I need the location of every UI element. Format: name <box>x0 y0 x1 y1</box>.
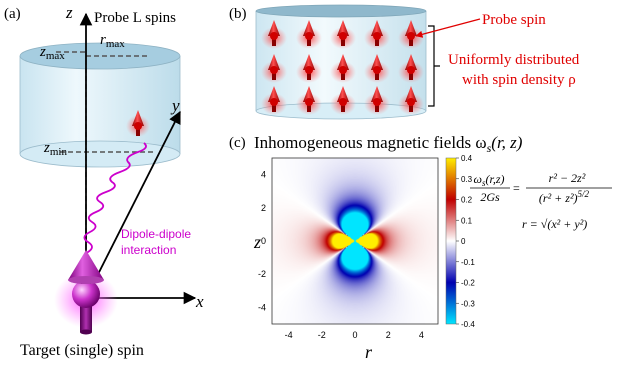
probe-spin <box>330 20 356 49</box>
colorbar-tick-label: -0.4 <box>461 320 475 329</box>
dipole-interaction-wave <box>83 142 147 263</box>
probe-spin-a <box>126 110 150 137</box>
panel-c-title: Inhomogeneous magnetic fields ωs(r, z) <box>254 133 523 155</box>
interaction-label-1: Dipole-dipole <box>121 227 191 241</box>
panel-b: (b) Probe spin Uniformly distributed wit… <box>229 4 580 120</box>
probe-spin <box>261 54 287 83</box>
panel-b-label: (b) <box>229 6 247 22</box>
interaction-label-2: interaction <box>121 243 176 257</box>
y-ticks: 4 2 0 -2 -4 <box>258 170 266 313</box>
colorbar-tick-label: 0.1 <box>461 216 473 225</box>
probe-spin-grid <box>261 20 424 115</box>
formula-lhs-den: 2Gs <box>480 190 500 204</box>
y-axis-label: y <box>170 96 180 115</box>
probe-spin <box>364 20 390 49</box>
y-axis <box>85 110 181 299</box>
formula-lhs-num: ωs(r,z) <box>473 172 504 188</box>
z-max-label: zmax <box>39 44 65 62</box>
colorbar-tick-label: -0.1 <box>461 258 475 267</box>
y-tick-label: 4 <box>261 170 266 180</box>
z-axis-label: z <box>65 3 73 22</box>
target-caption: Target (single) spin <box>20 342 144 359</box>
probe-spin <box>261 20 287 49</box>
probe-title: Probe L spins <box>94 10 176 26</box>
colorbar-ticks: 0.4 0.3 0.2 0.1 0 -0.1 -0.2 -0.3 -0.4 <box>456 154 475 329</box>
z-axis-label-c: z <box>253 232 261 252</box>
probe-spin <box>398 86 424 115</box>
r-definition: r = √(x² + y²) <box>522 217 587 231</box>
x-axis-label: x <box>195 292 204 311</box>
x-tick-label: 0 <box>352 330 357 340</box>
probe-spin-label: Probe spin <box>482 12 546 28</box>
x-tick-label: 2 <box>386 330 391 340</box>
target-spin <box>54 250 118 335</box>
colorbar-tick-label: 0.4 <box>461 154 473 163</box>
probe-spin <box>261 86 287 115</box>
probe-spin <box>296 54 322 83</box>
probe-cylinder <box>19 42 181 168</box>
r-axis-label: r <box>365 342 373 362</box>
probe-spin <box>364 54 390 83</box>
probe-spin <box>330 86 356 115</box>
formula-rhs-den: (r² + z²)5/2 <box>539 189 590 205</box>
probe-spin <box>296 20 322 49</box>
uniform-label-2: with spin density ρ <box>462 72 576 88</box>
panel-c-label: (c) <box>229 135 246 151</box>
y-tick-label: -2 <box>258 269 266 279</box>
probe-spin <box>364 86 390 115</box>
spin-bracket <box>428 25 440 107</box>
formula-rhs-num: r² − 2z² <box>549 171 586 185</box>
colorbar-tick-label: -0.2 <box>461 279 475 288</box>
colorbar-tick-label: 0 <box>461 237 466 246</box>
y-tick-label: 0 <box>261 236 266 246</box>
panel-a: (a) z y x Probe L spins rmax zmax zmin <box>4 3 204 359</box>
x-tick-label: -2 <box>318 330 326 340</box>
heatmap <box>271 157 439 325</box>
colorbar <box>445 157 457 325</box>
z-min-label: zmin <box>43 140 67 158</box>
panel-a-label: (a) <box>4 6 21 22</box>
probe-spin <box>398 54 424 83</box>
colorbar-tick-label: -0.3 <box>461 299 475 308</box>
heatmap-image <box>272 158 438 324</box>
uniform-label-1: Uniformly distributed <box>448 52 580 68</box>
formula-equals: = <box>513 181 520 195</box>
formula: ωs(r,z) 2Gs = r² − 2z² (r² + z²)5/2 r = … <box>470 171 612 231</box>
colorbar-tick-label: 0.2 <box>461 196 473 205</box>
y-tick-label: -4 <box>258 302 266 312</box>
r-max-label: rmax <box>100 32 125 50</box>
probe-spin <box>330 54 356 83</box>
probe-spin <box>296 86 322 115</box>
panel-c: (c) Inhomogeneous magnetic fields ωs(r, … <box>229 133 612 362</box>
probe-spin-pointer <box>415 18 481 38</box>
x-ticks: -4 -2 0 2 4 <box>285 330 424 340</box>
x-tick-label: -4 <box>285 330 293 340</box>
x-tick-label: 4 <box>419 330 424 340</box>
y-tick-label: 2 <box>261 203 266 213</box>
colorbar-tick-label: 0.3 <box>461 175 473 184</box>
